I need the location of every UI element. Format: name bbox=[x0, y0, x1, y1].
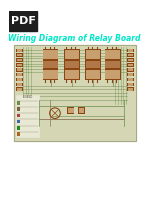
Bar bbox=[16, 73, 23, 76]
Bar bbox=[17, 126, 20, 129]
Bar bbox=[44, 61, 58, 68]
Bar bbox=[65, 70, 79, 79]
Bar bbox=[86, 50, 100, 59]
Bar bbox=[65, 50, 79, 59]
Bar bbox=[127, 83, 134, 86]
Bar bbox=[67, 107, 74, 114]
Bar bbox=[127, 88, 134, 91]
Bar bbox=[17, 54, 22, 56]
Bar bbox=[17, 59, 22, 61]
Bar bbox=[17, 120, 20, 123]
Bar bbox=[16, 49, 23, 52]
Bar bbox=[128, 78, 133, 81]
Bar bbox=[17, 69, 22, 71]
Bar bbox=[64, 49, 80, 80]
Bar bbox=[79, 108, 84, 113]
Text: LEGEND: LEGEND bbox=[22, 95, 33, 99]
Bar bbox=[17, 64, 22, 66]
Bar bbox=[127, 49, 134, 52]
Bar bbox=[128, 83, 133, 86]
Bar bbox=[17, 132, 20, 136]
Bar bbox=[85, 49, 101, 80]
Bar bbox=[17, 88, 22, 91]
Bar bbox=[16, 78, 23, 81]
Bar bbox=[105, 50, 120, 59]
Bar bbox=[16, 68, 23, 71]
Bar bbox=[127, 53, 134, 57]
Bar bbox=[17, 78, 22, 81]
Bar bbox=[127, 58, 134, 62]
Bar bbox=[16, 58, 23, 62]
Bar bbox=[17, 101, 20, 105]
Bar bbox=[44, 70, 58, 79]
Bar bbox=[127, 68, 134, 71]
Bar bbox=[127, 63, 134, 67]
Bar bbox=[16, 88, 23, 91]
Bar bbox=[16, 53, 23, 57]
Bar bbox=[128, 69, 133, 71]
Bar bbox=[16, 63, 23, 67]
Bar bbox=[128, 88, 133, 91]
Bar bbox=[14, 45, 136, 141]
Bar bbox=[68, 108, 74, 113]
Bar bbox=[127, 73, 134, 76]
Bar bbox=[105, 70, 120, 79]
Bar bbox=[105, 61, 120, 68]
Bar bbox=[86, 70, 100, 79]
Text: PDF: PDF bbox=[11, 16, 35, 26]
Bar bbox=[127, 78, 134, 81]
Bar bbox=[128, 49, 133, 52]
Bar bbox=[17, 83, 22, 86]
Bar bbox=[14, 45, 136, 141]
Bar bbox=[17, 49, 22, 52]
Bar bbox=[65, 61, 79, 68]
Bar bbox=[9, 11, 37, 31]
Bar bbox=[16, 83, 23, 86]
Bar bbox=[17, 107, 20, 111]
Bar bbox=[86, 61, 100, 68]
Bar bbox=[44, 50, 58, 59]
Text: Wiring Diagram of Relay Board: Wiring Diagram of Relay Board bbox=[8, 34, 141, 43]
Bar bbox=[78, 107, 85, 114]
Bar bbox=[128, 59, 133, 61]
Bar bbox=[105, 49, 121, 80]
Bar bbox=[17, 73, 22, 76]
Bar bbox=[128, 64, 133, 66]
Bar bbox=[17, 114, 20, 117]
Bar bbox=[43, 49, 59, 80]
Bar bbox=[128, 73, 133, 76]
Bar bbox=[16, 95, 39, 137]
Bar bbox=[128, 54, 133, 56]
